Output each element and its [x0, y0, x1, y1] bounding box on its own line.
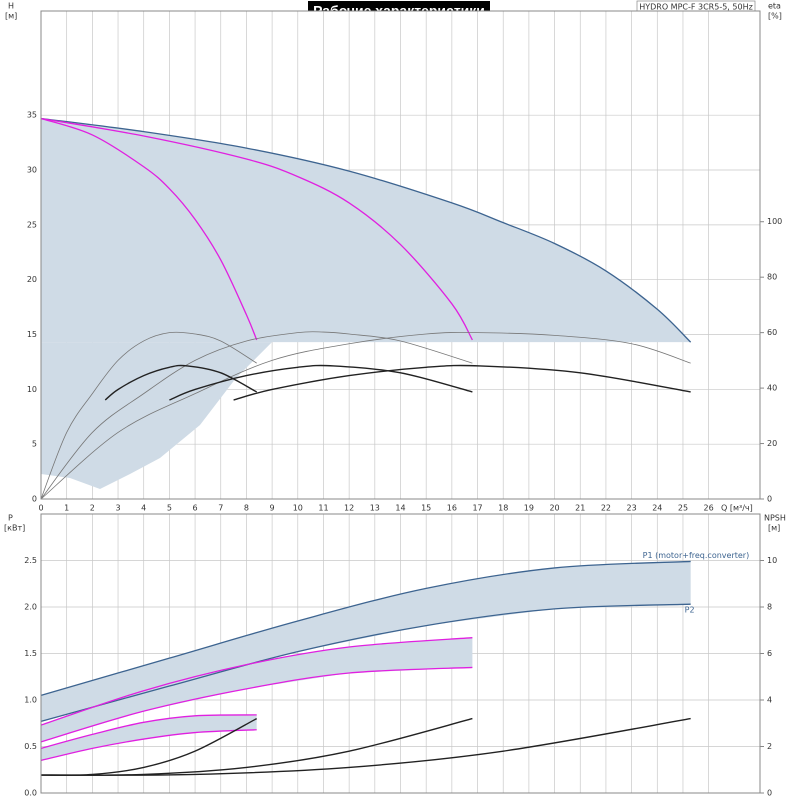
curve	[40, 117, 473, 341]
curve	[40, 560, 691, 696]
y-tick-label: 2.0	[24, 603, 37, 612]
y2-tick-label: 0	[767, 495, 772, 504]
x-tick-label: 24	[652, 504, 662, 513]
curve	[104, 364, 258, 401]
curve	[40, 331, 473, 500]
x-tick-label: 6	[193, 504, 198, 513]
x-tick-label: 5	[167, 504, 172, 513]
curve	[233, 364, 691, 401]
x-tick-label: 17	[472, 504, 482, 513]
curve	[40, 637, 473, 726]
y-tick-label: 2.5	[24, 556, 37, 565]
x-tick-label: 19	[524, 504, 534, 513]
y-tick-label: 10	[27, 385, 37, 394]
x-tick-label: 25	[678, 504, 688, 513]
x-tick-label: 0	[38, 504, 43, 513]
plot-frame	[40, 513, 761, 794]
y-tick-label: 15	[27, 330, 37, 339]
x-tick-label: 21	[575, 504, 585, 513]
y-tick-label: 1.0	[24, 696, 37, 705]
y-tick-label: 20	[27, 275, 37, 284]
y2-label: eta	[768, 2, 781, 11]
power-range	[41, 561, 691, 722]
operating-range	[41, 118, 691, 343]
x-tick-label: 9	[270, 504, 275, 513]
x-label: Q [м³/ч]	[721, 504, 753, 513]
y2-tick-label: 40	[767, 384, 777, 393]
y-unit: [кВт]	[4, 524, 25, 533]
x-tick-label: 13	[370, 504, 380, 513]
y2-tick-label: 20	[767, 439, 777, 448]
y-tick-label: 0.0	[24, 789, 37, 798]
y2-tick-label: 60	[767, 328, 777, 337]
curve	[40, 331, 257, 500]
y-tick-label: 1.5	[24, 649, 37, 658]
curve	[40, 666, 473, 743]
y-tick-label: 0.5	[24, 742, 37, 751]
curve	[40, 729, 257, 762]
y2-tick-label: 6	[767, 649, 772, 658]
x-tick-label: 11	[318, 504, 328, 513]
y-tick-label: 30	[27, 166, 37, 175]
x-tick-label: 4	[141, 504, 146, 513]
y2-tick-label: 100	[767, 217, 782, 226]
y-tick-label: 0	[32, 495, 37, 504]
y2-label: NPSH	[764, 514, 786, 523]
curve	[40, 117, 692, 343]
curve	[40, 117, 258, 341]
x-tick-label: 8	[244, 504, 249, 513]
y-unit: [м]	[5, 12, 17, 21]
legend-label: P1 (motor+freq.converter)	[643, 551, 750, 560]
y2-unit: [м]	[768, 524, 780, 533]
plot-frame	[40, 10, 761, 500]
power-range	[41, 637, 473, 742]
x-tick-label: 2	[90, 504, 95, 513]
curve	[40, 603, 691, 723]
y-label: P	[8, 514, 13, 523]
y2-tick-label: 10	[767, 556, 777, 565]
curve	[169, 364, 473, 401]
operating-range	[41, 342, 272, 489]
x-tick-label: 1	[64, 504, 69, 513]
y2-unit: [%]	[768, 12, 782, 21]
curve	[40, 714, 257, 749]
x-tick-label: 3	[115, 504, 120, 513]
y-tick-label: 35	[27, 111, 37, 120]
x-tick-label: 26	[704, 504, 714, 513]
legend-label: P2	[685, 606, 695, 615]
curve	[40, 717, 691, 776]
chart-subtitle: HYDRO MPC-F 3CR5-5, 50Hz	[639, 3, 753, 12]
y2-tick-label: 2	[767, 742, 772, 751]
y2-tick-label: 8	[767, 603, 772, 612]
y-tick-label: 5	[32, 440, 37, 449]
y2-tick-label: 0	[767, 789, 772, 798]
x-tick-label: 20	[549, 504, 559, 513]
x-tick-label: 7	[218, 504, 223, 513]
x-tick-label: 18	[498, 504, 508, 513]
y-tick-label: 25	[27, 220, 37, 229]
x-tick-label: 23	[627, 504, 637, 513]
x-tick-label: 14	[395, 504, 405, 513]
y-label: H	[8, 2, 14, 11]
x-tick-label: 16	[447, 504, 457, 513]
x-tick-label: 12	[344, 504, 354, 513]
x-tick-label: 22	[601, 504, 611, 513]
curve	[40, 332, 691, 500]
x-tick-label: 15	[421, 504, 431, 513]
y2-tick-label: 4	[767, 696, 772, 705]
x-tick-label: 10	[293, 504, 303, 513]
y2-tick-label: 80	[767, 273, 777, 282]
